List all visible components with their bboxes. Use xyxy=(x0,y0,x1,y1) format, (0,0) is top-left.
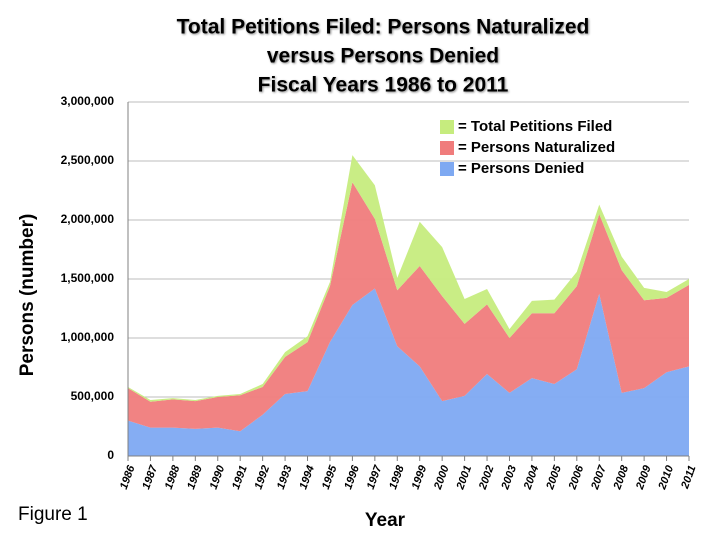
x-tick-label: 2005 xyxy=(544,463,564,492)
y-tick-label: 1,500,000 xyxy=(61,271,115,285)
figure-label: Figure 1 xyxy=(18,504,88,525)
area xyxy=(128,182,689,432)
chart-title: Total Petitions Filed: Persons Naturaliz… xyxy=(177,16,590,39)
x-tick-label: 1993 xyxy=(275,464,295,491)
y-tick-label: 0 xyxy=(107,448,114,462)
y-tick-label: 3,000,000 xyxy=(61,94,115,108)
x-tick-label: 2009 xyxy=(634,463,654,492)
x-tick-label: 2010 xyxy=(656,463,676,492)
x-tick-label: 1990 xyxy=(208,463,228,491)
x-tick-label: 2011 xyxy=(679,464,699,491)
x-tick-label: 1988 xyxy=(163,463,183,491)
legend-swatch xyxy=(440,120,454,134)
legend-label: = Persons Denied xyxy=(458,160,584,177)
x-tick-label: 2004 xyxy=(521,464,541,492)
legend-swatch xyxy=(440,141,454,155)
x-tick-label: 1994 xyxy=(297,464,317,491)
legend-label: = Total Petitions Filed xyxy=(458,118,612,135)
x-tick-label: 1992 xyxy=(253,464,273,491)
x-tick-label: 1989 xyxy=(185,463,205,491)
y-tick-label: 500,000 xyxy=(71,389,115,403)
chart-title: versus Persons Denied xyxy=(267,45,499,68)
x-tick-label: 2001 xyxy=(454,464,474,492)
y-tick-label: 2,000,000 xyxy=(61,212,115,226)
legend-label: = Persons Naturalized xyxy=(458,139,615,156)
x-tick-label: 1997 xyxy=(365,463,385,491)
x-tick-label: 2002 xyxy=(477,464,497,492)
legend-swatch xyxy=(440,162,454,176)
x-tick-label: 1996 xyxy=(342,463,362,491)
x-tick-label: 2007 xyxy=(589,463,609,492)
x-tick-label: 1998 xyxy=(387,463,407,491)
x-tick-label: 1986 xyxy=(118,463,138,491)
x-tick-label: 1995 xyxy=(320,463,340,491)
y-tick-label: 2,500,000 xyxy=(61,153,115,167)
y-tick-label: 1,000,000 xyxy=(61,330,115,344)
area xyxy=(128,288,689,456)
y-axis-label: Persons (number) xyxy=(17,214,38,377)
x-tick-label: 1987 xyxy=(140,463,160,491)
x-tick-label: 2006 xyxy=(566,463,586,492)
x-tick-label: 1991 xyxy=(230,464,250,491)
x-tick-label: 2003 xyxy=(499,464,519,492)
area xyxy=(128,155,689,402)
x-tick-label: 1999 xyxy=(410,463,430,491)
x-tick-label: 2008 xyxy=(611,463,631,492)
chart-title: Fiscal Years 1986 to 2011 xyxy=(258,74,509,97)
x-axis-label: Year xyxy=(365,510,406,531)
x-tick-label: 2000 xyxy=(432,463,452,492)
